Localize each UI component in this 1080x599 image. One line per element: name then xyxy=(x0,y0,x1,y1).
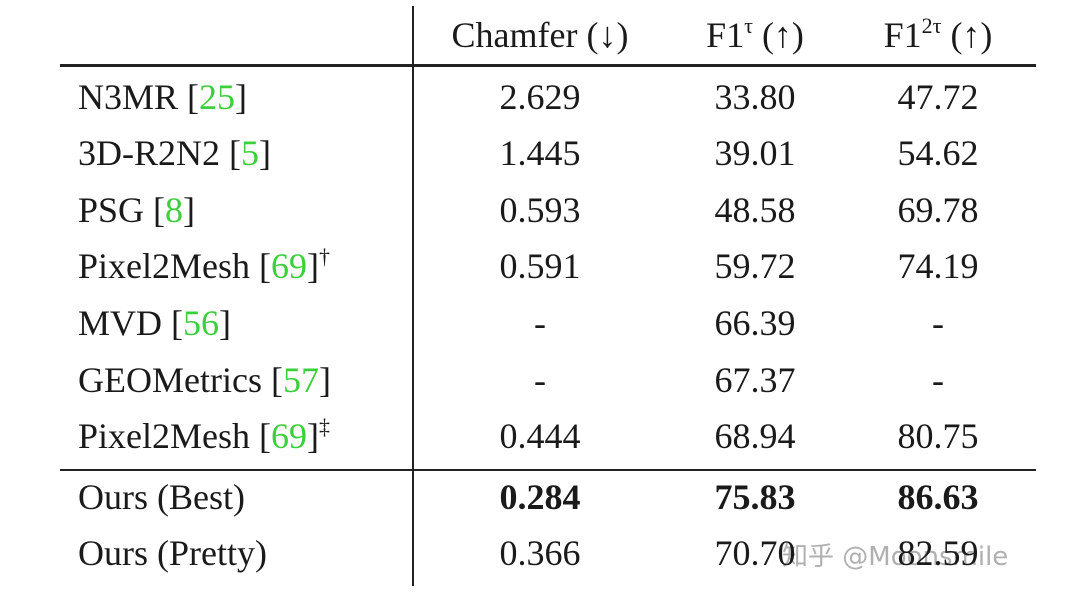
footnote-mark: † xyxy=(319,244,330,269)
header-arrow: (↑) xyxy=(752,15,804,55)
method-name: Pixel2Mesh [69]‡ xyxy=(78,414,330,457)
label-text: Pixel2Mesh [ xyxy=(78,416,271,456)
method-name: N3MR [25] xyxy=(78,77,247,117)
value-cell: 86.63 xyxy=(897,477,979,517)
citation: 56 xyxy=(183,303,219,343)
citation: 25 xyxy=(199,77,236,117)
footnote-mark: ‡ xyxy=(319,414,330,439)
value-cell: 54.62 xyxy=(897,133,979,173)
method-name: PSG [8] xyxy=(78,190,195,230)
label-text: 3D-R2N2 [ xyxy=(78,133,241,173)
method-name: Pixel2Mesh [69]† xyxy=(78,244,330,287)
value-cell: 48.58 xyxy=(714,190,796,230)
value-cell: 69.78 xyxy=(897,190,979,230)
label-text: ] xyxy=(235,77,248,117)
value-cell: - xyxy=(534,360,546,400)
value-cell: 75.83 xyxy=(714,477,796,517)
method-name: Ours (Best) xyxy=(78,477,245,517)
value-cell: 74.19 xyxy=(897,246,979,286)
value-cell: 0.593 xyxy=(499,190,581,230)
header-text: F1 xyxy=(706,15,745,55)
value-cell: 80.75 xyxy=(897,416,979,456)
citation: 8 xyxy=(165,190,184,230)
citation: 57 xyxy=(282,360,319,400)
method-name: MVD [56] xyxy=(78,303,231,343)
watermark: 知乎 @Moonsmile xyxy=(782,542,1009,572)
method-name: Ours (Pretty) xyxy=(78,533,267,573)
header-text: F1 xyxy=(883,15,922,55)
label-text: ] xyxy=(258,133,271,173)
header-text: Chamfer (↓) xyxy=(451,15,629,55)
label-text: Ours (Best) xyxy=(78,477,245,517)
value-cell: 70.70 xyxy=(714,533,796,573)
value-cell: 59.72 xyxy=(714,246,796,286)
citation: 5 xyxy=(240,133,259,173)
label-text: GEOMetrics [ xyxy=(78,360,283,400)
column-header: Chamfer (↓) xyxy=(452,15,629,55)
label-text: N3MR [ xyxy=(78,77,200,117)
value-cell: 39.01 xyxy=(714,133,796,173)
value-cell: 1.445 xyxy=(499,133,581,173)
value-cell: 0.591 xyxy=(499,246,581,286)
header-arrow: (↑) xyxy=(941,15,993,55)
label-text: ] xyxy=(318,360,331,400)
header-rule xyxy=(60,64,1036,67)
column-divider xyxy=(412,6,414,586)
value-cell: 67.37 xyxy=(714,360,796,400)
value-cell: 68.94 xyxy=(714,416,796,456)
label-text: PSG [ xyxy=(78,190,166,230)
method-name: GEOMetrics [57] xyxy=(78,360,331,400)
value-cell: 0.284 xyxy=(499,477,581,517)
label-text: Ours (Pretty) xyxy=(78,533,267,573)
column-header: F12τ (↑) xyxy=(883,13,993,56)
value-cell: - xyxy=(534,303,546,343)
value-cell: 66.39 xyxy=(714,303,796,343)
label-text: Pixel2Mesh [ xyxy=(78,246,271,286)
method-name: 3D-R2N2 [5] xyxy=(78,133,271,173)
citation: 69 xyxy=(271,246,307,286)
header-superscript: 2τ xyxy=(921,13,942,38)
section-rule xyxy=(60,469,1036,471)
value-cell: - xyxy=(932,303,944,343)
value-cell: 33.80 xyxy=(714,77,796,117)
value-cell: 0.366 xyxy=(499,533,581,573)
label-text: ] xyxy=(183,190,196,230)
value-cell: 2.629 xyxy=(499,77,581,117)
label-text: ] xyxy=(307,246,319,286)
column-header: F1τ (↑) xyxy=(706,13,804,56)
label-text: MVD [ xyxy=(78,303,183,343)
value-cell: 82.59 xyxy=(897,533,979,573)
label-text: ] xyxy=(307,416,319,456)
value-cell: 47.72 xyxy=(897,77,979,117)
citation: 69 xyxy=(271,416,307,456)
header-superscript: τ xyxy=(744,13,753,38)
label-text: ] xyxy=(219,303,231,343)
value-cell: - xyxy=(932,360,944,400)
value-cell: 0.444 xyxy=(499,416,581,456)
